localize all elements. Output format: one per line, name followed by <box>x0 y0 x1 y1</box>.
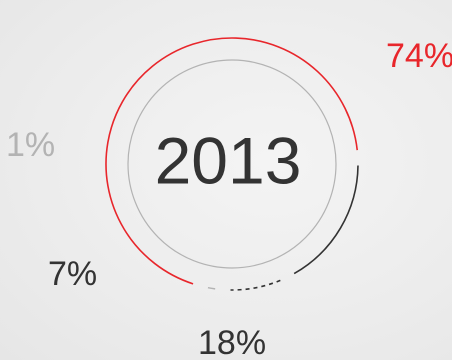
inner-ring <box>127 59 337 269</box>
segment-label-1: 1% <box>6 126 55 164</box>
center-year-label: 2013 <box>155 123 302 197</box>
segment-arc-1 <box>207 287 216 290</box>
segment-label-7: 7% <box>48 255 97 293</box>
segment-label-74: 74% <box>386 37 452 75</box>
segment-arc-7 <box>230 279 281 291</box>
segment-label-18: 18% <box>198 324 266 360</box>
segment-arc-74 <box>105 37 359 285</box>
segment-arc-18 <box>293 165 359 275</box>
